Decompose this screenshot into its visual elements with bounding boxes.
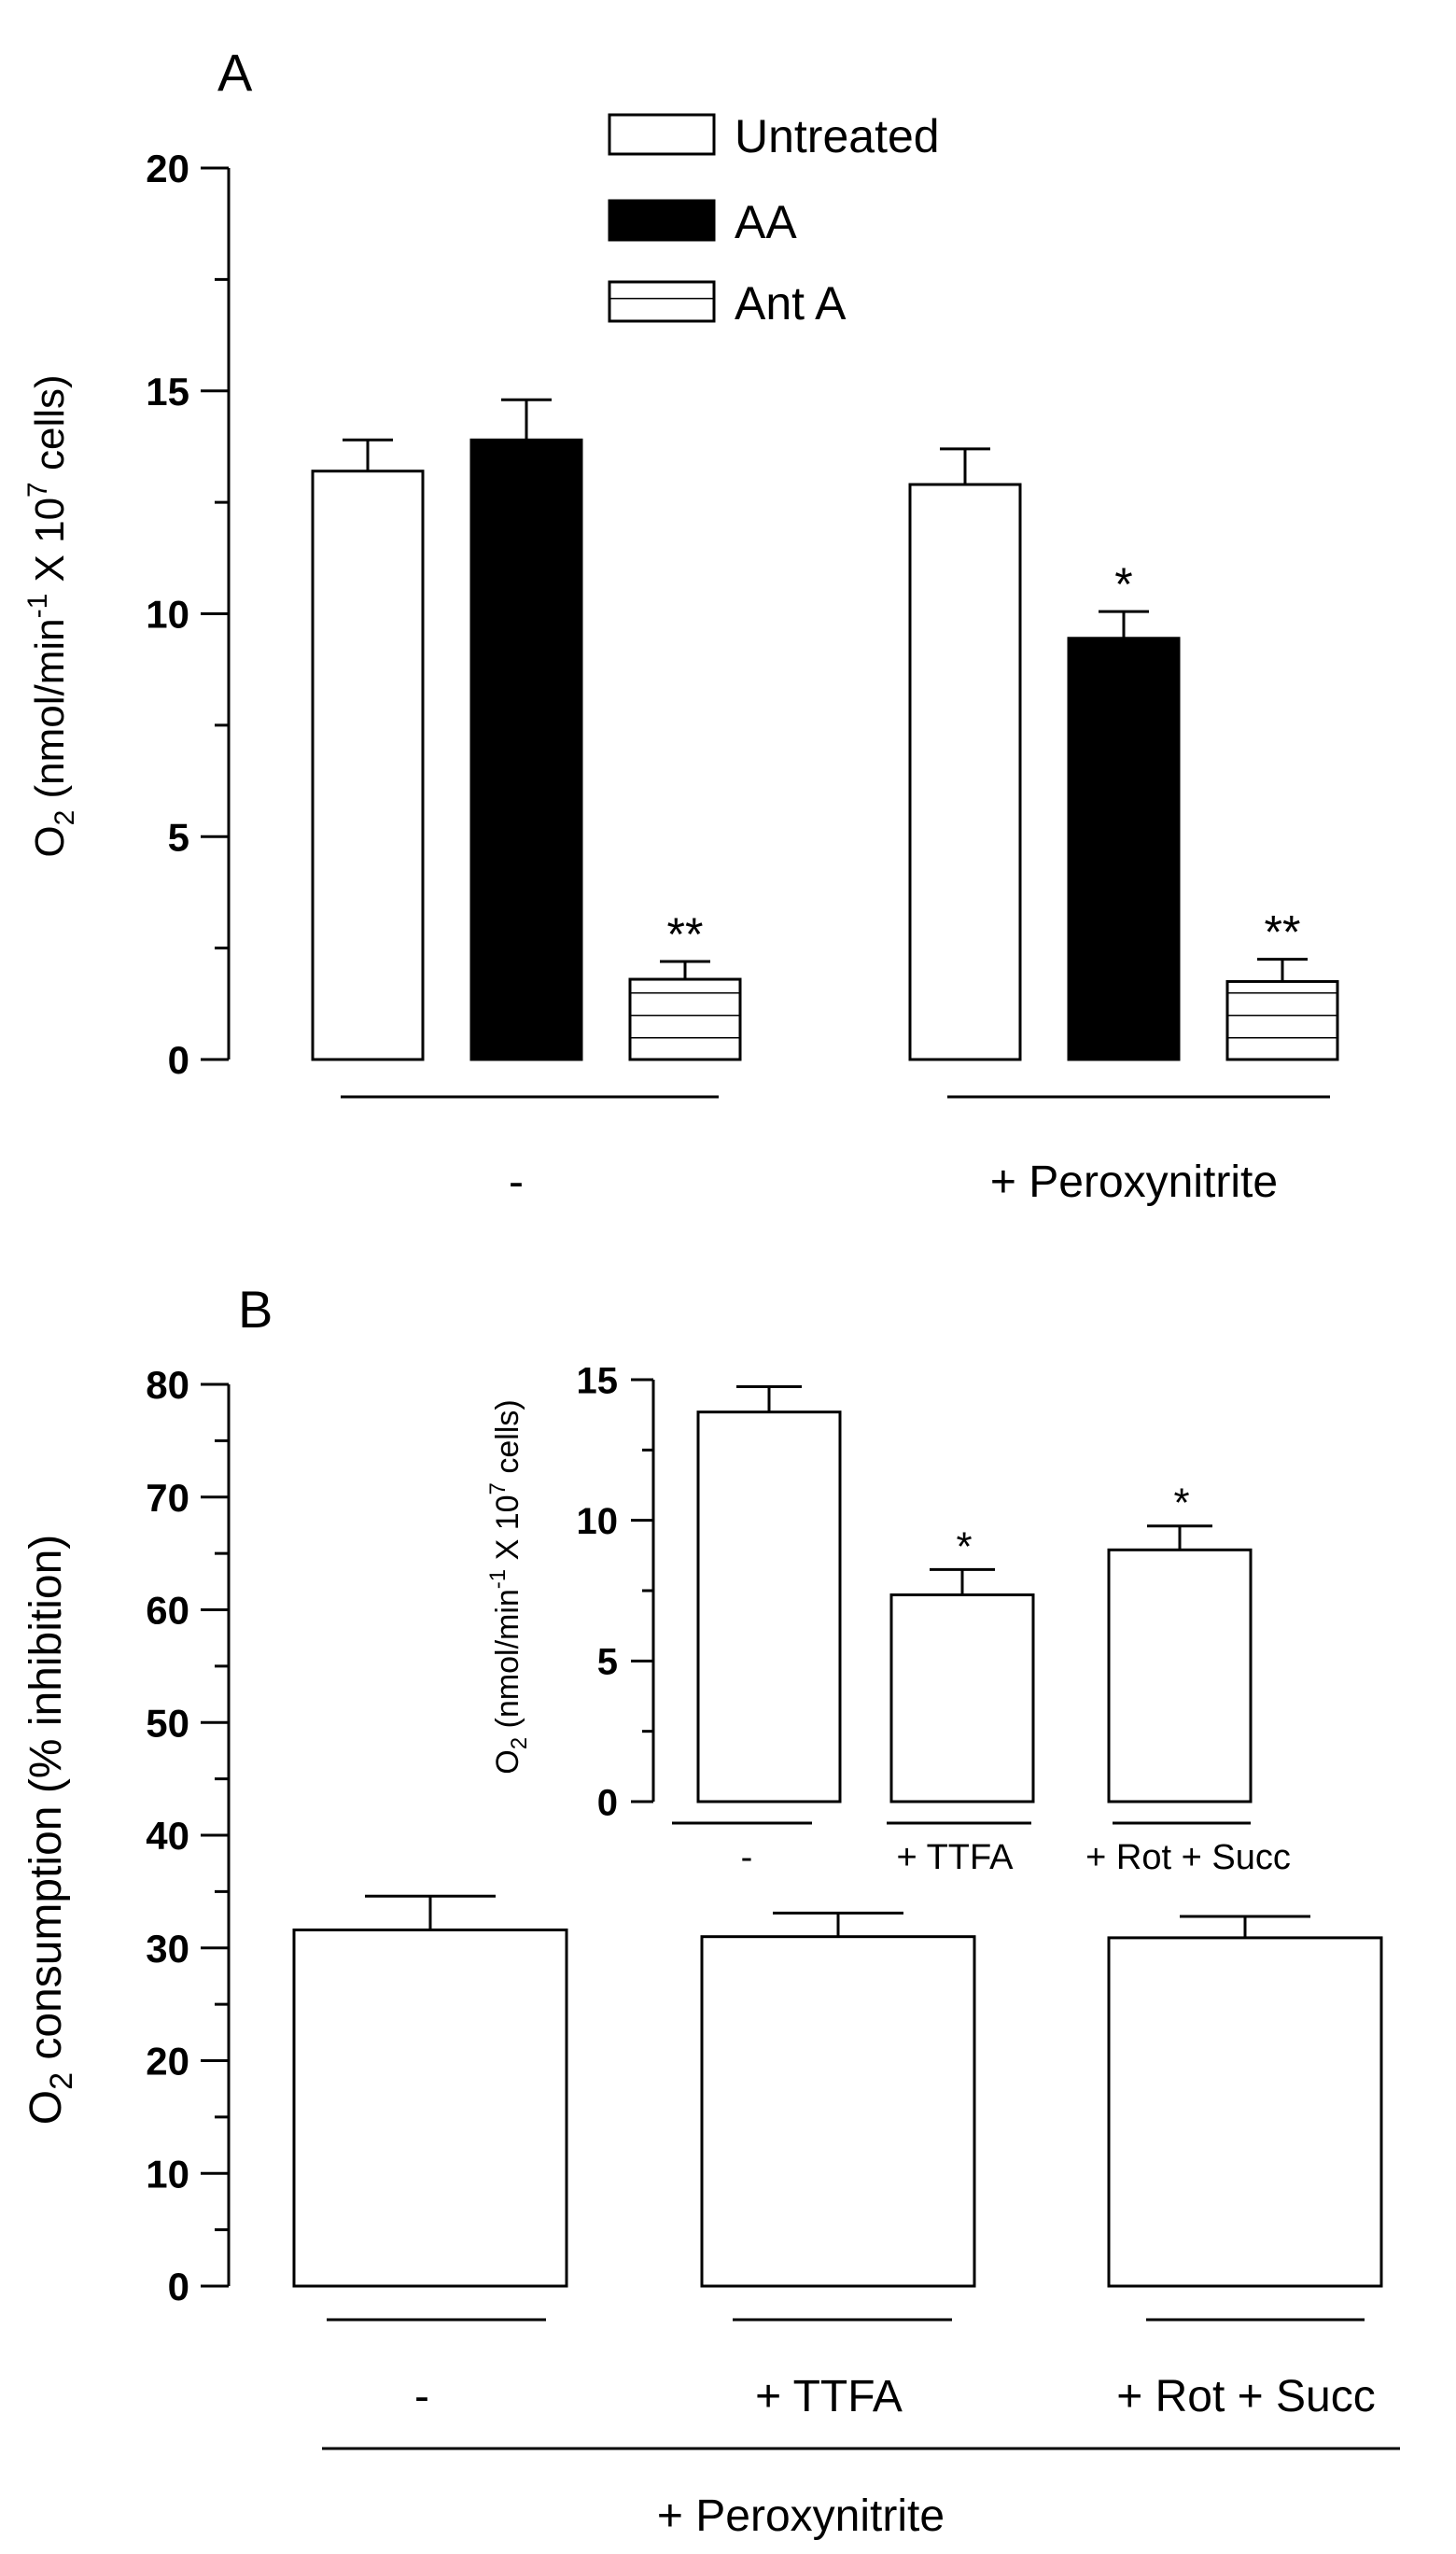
panel-b-tick-label: 30: [146, 1927, 189, 1971]
panel-b-bar: [292, 1928, 568, 2288]
panel-a-tick-label: 20: [146, 147, 189, 190]
panel-b-category-label: + Rot + Succ: [1116, 2372, 1375, 2421]
panel-b-inset-chart: 0 5 10 15 O2 (nmol/min-1 X 107 cells) * * - + TT…: [485, 1360, 1291, 1877]
panel-b-tick-label: 20: [146, 2040, 189, 2084]
panel-a-tick-label: 5: [168, 815, 189, 859]
panel-a-significance-label: **: [667, 908, 704, 961]
panel-b-tick-label: 70: [146, 1476, 189, 1520]
panel-a-bar-ant-a: [1225, 979, 1339, 1061]
panel-a-group-label: + Peroxynitrite: [990, 1158, 1278, 1207]
panel-a-title: A: [217, 43, 253, 102]
panel-a-legend-swatch: [608, 199, 716, 242]
panel-a-bar-aa: [469, 438, 583, 1061]
panel-a-legend-label: Ant A: [735, 277, 847, 330]
panel-b-category-label: -: [414, 2372, 429, 2421]
panel-b-tick-label: 50: [146, 1701, 189, 1745]
panel-a-bar-untreated: [908, 483, 1022, 1061]
panel-a-tick-label: 15: [146, 370, 189, 414]
panel-b-category-label: + TTFA: [755, 2372, 903, 2421]
panel-a-significance-label: **: [1265, 906, 1301, 959]
panel-a-legend-label: AA: [735, 196, 797, 248]
inset-significance-label: *: [956, 1523, 972, 1569]
panel-a-bar-untreated: [311, 470, 425, 1061]
inset-tick-label: 5: [597, 1642, 618, 1683]
inset-significance-label: *: [1173, 1480, 1189, 1526]
inset-bar: [696, 1410, 842, 1803]
panel-b-group-label: + Peroxynitrite: [657, 2491, 945, 2541]
panel-a-bar-ant-a: [628, 977, 742, 1061]
panel-b-tick-label: 0: [168, 2265, 189, 2308]
panel-a-tick-label: 10: [146, 593, 189, 637]
panel-b-tick-label: 10: [146, 2152, 189, 2196]
panel-a-significance-label: *: [1114, 558, 1132, 610]
inset-y-axis-label: O2 (nmol/min-1 X 107 cells): [485, 1399, 532, 1774]
panel-b-tick-label: 40: [146, 1814, 189, 1858]
panel-b-bar: [1107, 1936, 1383, 2288]
panel-b-tick-label: 80: [146, 1363, 189, 1407]
inset-tick-label: 15: [577, 1360, 619, 1401]
inset-bar: [1107, 1548, 1253, 1803]
panel-a-tick-label: 0: [168, 1038, 189, 1082]
panel-b-tick-label: 60: [146, 1589, 189, 1633]
inset-category-label: + Rot + Succ: [1085, 1838, 1291, 1877]
inset-bar: [889, 1593, 1035, 1803]
panel-b-y-axis-label: O2 consumption (% inhibition): [21, 1535, 79, 2126]
panel-a-legend-swatch: [608, 113, 716, 156]
panel-b-title: B: [238, 1280, 273, 1339]
panel-a-group-label: -: [509, 1158, 524, 1207]
inset-tick-label: 0: [597, 1782, 618, 1823]
inset-category-label: + TTFA: [897, 1838, 1015, 1877]
panel-a-bar-aa: [1067, 637, 1181, 1061]
panel-b-bar: [700, 1935, 976, 2288]
panel-a-legend-label: Untreated: [735, 110, 940, 162]
inset-category-label: -: [741, 1838, 753, 1877]
panel-a-y-axis-label: O2 (nmol/min-1 X 107 cells): [22, 374, 80, 857]
panel-a-legend-swatch: [608, 280, 716, 323]
inset-tick-label: 10: [577, 1501, 619, 1542]
